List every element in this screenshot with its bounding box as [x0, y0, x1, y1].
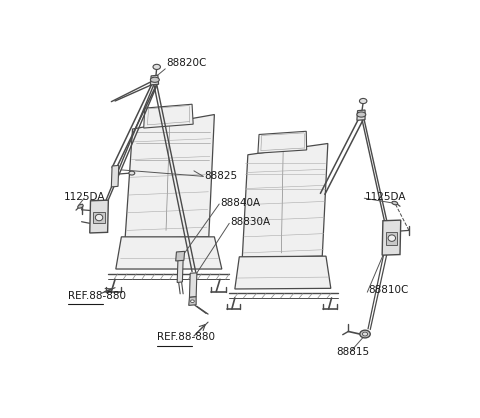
- Ellipse shape: [153, 64, 160, 69]
- Bar: [94, 212, 105, 223]
- Ellipse shape: [362, 332, 368, 336]
- Bar: [386, 232, 397, 245]
- Polygon shape: [144, 104, 193, 128]
- Text: 88825: 88825: [204, 171, 238, 181]
- Ellipse shape: [191, 300, 194, 303]
- Polygon shape: [189, 297, 196, 306]
- Ellipse shape: [360, 330, 370, 338]
- Polygon shape: [177, 260, 183, 283]
- Text: 1125DA: 1125DA: [365, 192, 407, 202]
- Text: REF.88-880: REF.88-880: [68, 291, 126, 301]
- Text: REF.88-880: REF.88-880: [157, 332, 216, 342]
- Polygon shape: [382, 220, 401, 255]
- Polygon shape: [111, 166, 119, 187]
- Ellipse shape: [150, 77, 159, 82]
- Ellipse shape: [360, 98, 367, 104]
- Ellipse shape: [129, 171, 135, 175]
- Text: 88810C: 88810C: [368, 285, 408, 296]
- Polygon shape: [258, 131, 307, 153]
- Polygon shape: [90, 200, 108, 233]
- Polygon shape: [242, 143, 328, 258]
- Ellipse shape: [388, 235, 396, 241]
- Polygon shape: [150, 75, 158, 85]
- Polygon shape: [190, 273, 197, 297]
- Polygon shape: [176, 251, 185, 261]
- Ellipse shape: [392, 201, 397, 205]
- Text: 1125DA: 1125DA: [64, 192, 105, 202]
- Polygon shape: [235, 256, 331, 289]
- Ellipse shape: [96, 214, 103, 221]
- Polygon shape: [125, 115, 215, 238]
- Polygon shape: [116, 237, 222, 269]
- Ellipse shape: [357, 112, 366, 117]
- Polygon shape: [357, 110, 365, 120]
- Ellipse shape: [78, 204, 83, 208]
- Text: 88830A: 88830A: [230, 217, 271, 227]
- Text: 88820C: 88820C: [166, 58, 206, 68]
- Text: 88840A: 88840A: [220, 198, 260, 208]
- Text: 88815: 88815: [336, 347, 369, 357]
